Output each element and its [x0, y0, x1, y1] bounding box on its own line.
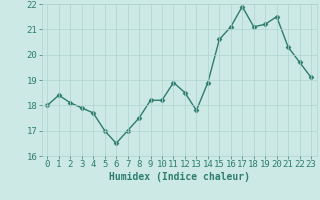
X-axis label: Humidex (Indice chaleur): Humidex (Indice chaleur) — [109, 172, 250, 182]
